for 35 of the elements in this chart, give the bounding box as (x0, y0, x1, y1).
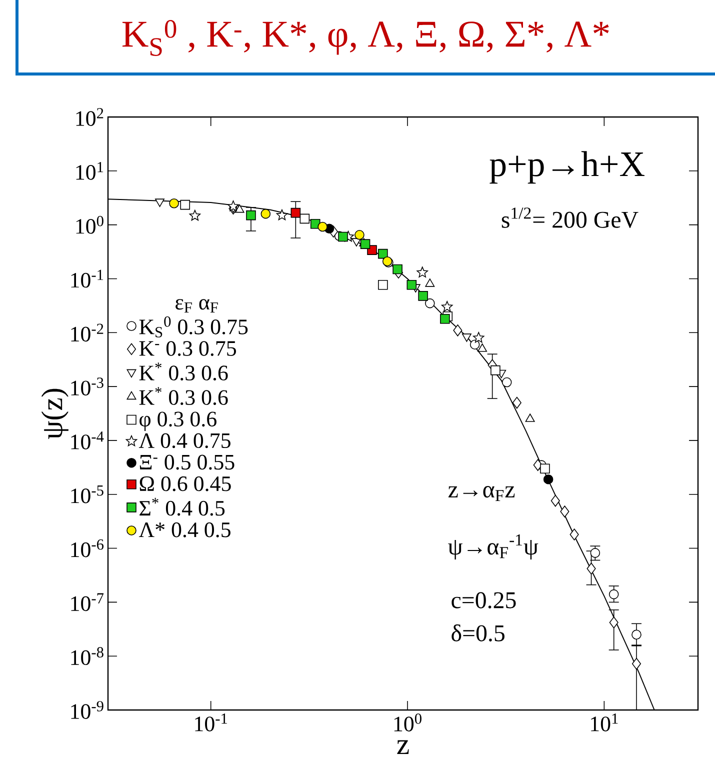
annotation: δ=0.5 (452, 624, 504, 642)
y-tick-label: 10$^{-4}$ (71, 432, 104, 450)
y-tick-label: 10$^{-7}$ (71, 593, 104, 612)
y-tick-label: 10$^{-5}$ (71, 485, 104, 504)
y-axis-title: ψ(z) (41, 388, 68, 440)
legend-label: Λ* 0.4 0.5 (138, 522, 230, 538)
y-tick-label: 10$^{2}$ (76, 108, 104, 126)
x-axis-title: z (397, 740, 409, 754)
chart-title: K$_{S}$$^{0}$ , K$^{-}$, K*, φ, Λ, Ξ, Ω, Σ*, Λ* (122, 20, 609, 56)
legend-label: Λ 0.4 0.75 (138, 433, 230, 448)
legend-label: K$^{*}$ 0.3 0.6 (139, 387, 228, 406)
x-tick-label: 10$^{0}$ (394, 714, 422, 732)
annotation: ψ→α$_{F}$$^{-1}$ψ (448, 534, 538, 560)
legend-label: K$_{S}$$^{0}$ 0.3 0.75 (139, 316, 248, 338)
legend-label: K$^{*}$ 0.3 0.6 (139, 362, 228, 380)
x-tick-label: 10$^{1}$ (591, 714, 618, 732)
y-tick-label: 10$^{-1}$ (71, 270, 104, 288)
legend-label: Ξ$^{-}$ 0.5 0.55 (140, 454, 234, 470)
y-tick-label: 10$^{-3}$ (71, 378, 104, 396)
y-tick-label: 10$^{-9}$ (71, 701, 104, 719)
legend-label: Σ$^{*}$ 0.4 0.5 (140, 498, 225, 516)
y-tick-label: 10$^{0}$ (76, 216, 104, 234)
y-tick-label: 10$^{-8}$ (71, 647, 104, 666)
legend-label: φ 0.3 0.6 (140, 412, 216, 431)
y-tick-label: 10$^{1}$ (76, 162, 104, 180)
annotation: c=0.25 (452, 592, 516, 608)
y-tick-label: 10$^{-2}$ (71, 324, 104, 342)
annotation: s$^{1/2}$= 200 GeV (502, 208, 638, 228)
annotation: p+p→h+X (490, 151, 644, 184)
x-tick-label: 10$^{-1}$ (195, 714, 228, 732)
legend-label: Ω 0.6 0.45 (140, 476, 231, 492)
legend-title: ε$_{F}$ α$_{F}$ (176, 299, 218, 313)
y-tick-label: 10$^{-6}$ (71, 539, 104, 558)
annotation: z→α$_{F}$z (448, 486, 515, 502)
legend-label: K$^{-}$ 0.3 0.75 (139, 341, 236, 356)
